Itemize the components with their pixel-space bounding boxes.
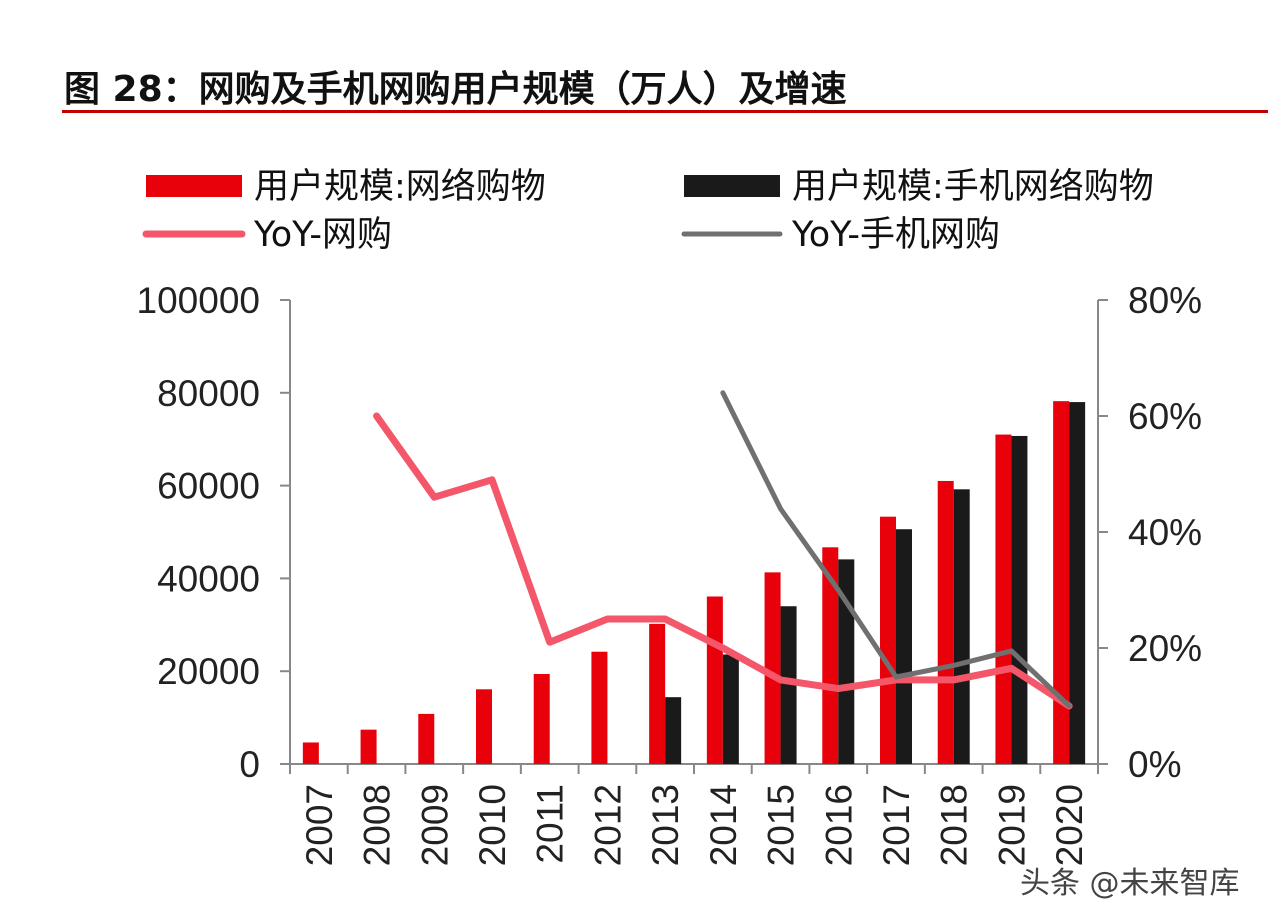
left-tick-label: 60000 <box>157 466 260 507</box>
x-category-label: 2013 <box>645 784 686 866</box>
right-tick-label: 20% <box>1128 628 1202 669</box>
point-yoy-online <box>606 618 609 620</box>
watermark-text: 头条 @未来智库 <box>1020 866 1240 901</box>
bar-mobile-shopping <box>780 606 797 764</box>
point-yoy-mobile <box>837 589 840 591</box>
point-yoy-mobile <box>1010 649 1013 652</box>
tick-labels: 0 20000 40000 60000 80000 100000 0% 20% 40% 60% 80… <box>137 280 1203 866</box>
x-category-label: 2014 <box>703 784 744 866</box>
point-yoy-online <box>952 678 955 681</box>
x-category-label: 2017 <box>876 784 917 866</box>
bar-online-shopping <box>880 516 896 764</box>
x-category-label: 2007 <box>299 784 340 866</box>
x-category-label: 2012 <box>587 784 628 866</box>
point-yoy-mobile <box>952 664 955 667</box>
left-tick-label: 40000 <box>157 558 260 599</box>
point-yoy-online <box>721 647 724 649</box>
bar-online-shopping <box>706 596 723 764</box>
legend: 用户规模:网络购物 用户规模:手机网络购物 YoY-网购 YoY-手机网购 <box>142 167 1154 255</box>
bar-online-shopping <box>937 480 954 764</box>
bar-online-shopping <box>1053 401 1070 764</box>
bar-online-shopping <box>476 689 492 764</box>
point-yoy-online <box>837 687 840 690</box>
legend-swatch-bar <box>684 175 780 197</box>
point-yoy-online <box>664 618 667 620</box>
page-title: 图 28：网购及手机网购用户规模（万人）及增速 <box>64 69 847 110</box>
right-tick-label: 40% <box>1128 512 1202 553</box>
point-yoy-mobile <box>895 676 897 678</box>
x-category-label: 2020 <box>1049 784 1090 866</box>
x-category-label: 2015 <box>761 784 802 866</box>
axes <box>280 299 1108 774</box>
left-tick-label: 100000 <box>137 280 260 321</box>
x-category-label: 2018 <box>934 784 975 866</box>
bar-online-shopping <box>360 729 377 764</box>
left-tick-label: 20000 <box>157 651 260 692</box>
bar-mobile-shopping <box>1069 402 1086 764</box>
bar-online-shopping <box>764 572 781 764</box>
point-yoy-online <box>548 641 551 644</box>
left-tick-label: 80000 <box>157 373 260 414</box>
point-yoy-online <box>491 478 493 481</box>
bar-series <box>302 401 1086 764</box>
right-tick-label: 80% <box>1128 280 1202 321</box>
left-tick-label: 0 <box>239 744 260 785</box>
x-category-label: 2009 <box>414 784 455 866</box>
legend-swatch-bar <box>146 175 242 197</box>
bar-online-shopping <box>302 742 319 764</box>
line-series <box>373 390 1073 710</box>
bar-mobile-shopping <box>1011 435 1028 764</box>
bar-online-shopping <box>649 623 666 764</box>
right-tick-label: 0% <box>1128 744 1181 785</box>
point-yoy-online <box>1010 667 1013 670</box>
point-yoy-online <box>779 678 782 681</box>
x-category-label: 2010 <box>472 784 513 866</box>
x-category-label: 2008 <box>357 784 398 866</box>
bar-online-shopping <box>591 651 608 764</box>
bar-mobile-shopping <box>953 489 970 764</box>
x-category-label: 2011 <box>530 784 571 864</box>
bar-mobile-shopping <box>722 654 739 764</box>
legend-label: 用户规模:网络购物 <box>254 167 546 207</box>
bar-mobile-shopping <box>665 697 682 764</box>
x-category-label: 2019 <box>991 784 1032 866</box>
bar-mobile-shopping <box>896 529 912 764</box>
bar-online-shopping <box>995 434 1012 764</box>
x-category-label: 2016 <box>818 784 859 866</box>
bar-online-shopping <box>822 547 839 764</box>
point-yoy-mobile <box>1068 705 1071 707</box>
point-yoy-online <box>375 415 378 417</box>
right-tick-label: 60% <box>1128 396 1202 437</box>
legend-label: 用户规模:手机网络购物 <box>792 167 1154 207</box>
point-yoy-mobile <box>721 391 724 394</box>
legend-label: YoY-网购 <box>253 215 392 255</box>
point-yoy-mobile <box>779 507 782 510</box>
bar-online-shopping <box>418 713 435 764</box>
legend-label: YoY-手机网购 <box>791 215 1000 255</box>
title-rule <box>62 110 1268 113</box>
point-yoy-online <box>433 496 436 499</box>
bar-online-shopping <box>533 673 550 764</box>
